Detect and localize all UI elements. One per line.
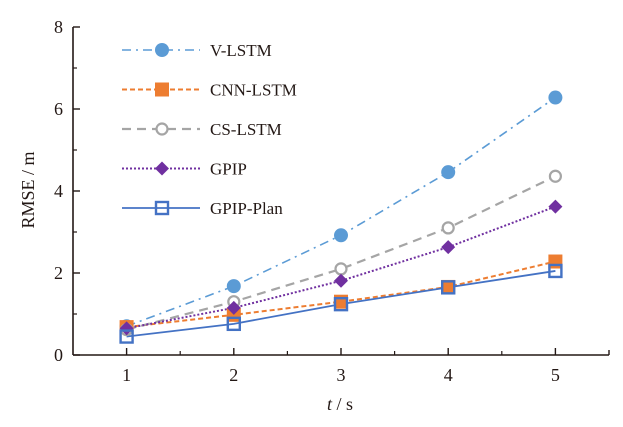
y-tick-label-2: 2	[54, 263, 63, 283]
y-tick-label-6: 6	[54, 99, 63, 119]
data-point-v-lstm-2	[226, 279, 241, 294]
legend-label-cnn-lstm: CNN-LSTM	[210, 81, 297, 100]
data-point-gpip-plan-2	[226, 316, 242, 332]
legend-marker-cnn-lstm	[155, 82, 169, 97]
x-tick-label-4: 4	[444, 365, 453, 385]
legend: V-LSTM CNN-LSTM CS-LSTM GPIP GPIP-Plan	[122, 41, 297, 218]
legend-item-gpip: GPIP	[122, 160, 247, 179]
x-tick-label-3: 3	[337, 365, 346, 385]
data-point-v-lstm-5	[548, 90, 563, 105]
axes: 0 2 4 6 8 1 2 3 4 5	[54, 17, 610, 385]
series-line-v-lstm	[126, 96, 556, 328]
data-point-gpip-3	[334, 273, 348, 288]
x-tick-label-1: 1	[122, 365, 131, 385]
y-tick-label-0: 0	[54, 345, 63, 365]
data-point-v-lstm-3	[334, 228, 348, 243]
legend-item-v-lstm: V-LSTM	[122, 41, 272, 60]
legend-item-cs-lstm: CS-LSTM	[122, 120, 282, 139]
plot-markers	[119, 90, 563, 344]
data-point-gpip-plan-3	[333, 296, 349, 312]
y-tick-label-8: 8	[54, 17, 63, 37]
x-tick-label-2: 2	[229, 365, 238, 385]
data-point-cs-lstm-4	[441, 221, 455, 235]
legend-marker-cs-lstm	[155, 122, 169, 136]
data-point-cs-lstm-5	[548, 169, 563, 183]
data-point-gpip-2	[226, 300, 241, 315]
series-line-cs-lstm	[126, 175, 556, 331]
x-axis-title-var: t	[327, 394, 333, 414]
x-axis-title: t / s	[327, 394, 353, 414]
data-point-gpip-5	[548, 199, 563, 214]
legend-marker-gpip	[155, 161, 169, 176]
legend-label-gpip: GPIP	[210, 160, 247, 179]
y-tick-label-4: 4	[54, 181, 63, 201]
data-point-cnn-lstm-4	[441, 279, 456, 294]
data-point-gpip-plan-4	[441, 280, 456, 295]
legend-marker-gpip-plan	[154, 200, 170, 216]
data-point-gpip-4	[441, 240, 456, 255]
legend-label-v-lstm: V-LSTM	[210, 41, 272, 60]
data-point-v-lstm-4	[441, 165, 456, 180]
series-line-cnn-lstm	[126, 260, 556, 329]
data-point-gpip-1	[119, 321, 134, 336]
data-point-gpip-plan-1	[119, 329, 134, 344]
legend-marker-v-lstm	[155, 43, 169, 57]
data-point-gpip-plan-5	[548, 263, 563, 279]
legend-label-gpip-plan: GPIP-Plan	[210, 199, 283, 218]
x-tick-label-5: 5	[551, 365, 560, 385]
legend-label-cs-lstm: CS-LSTM	[210, 120, 282, 139]
legend-item-cnn-lstm: CNN-LSTM	[122, 81, 297, 100]
legend-item-gpip-plan: GPIP-Plan	[122, 199, 283, 218]
data-point-cs-lstm-3	[334, 262, 348, 276]
y-axis-title: RMSE / m	[18, 151, 38, 228]
x-axis-title-unit: / s	[337, 394, 354, 414]
series-line-gpip	[126, 205, 556, 330]
